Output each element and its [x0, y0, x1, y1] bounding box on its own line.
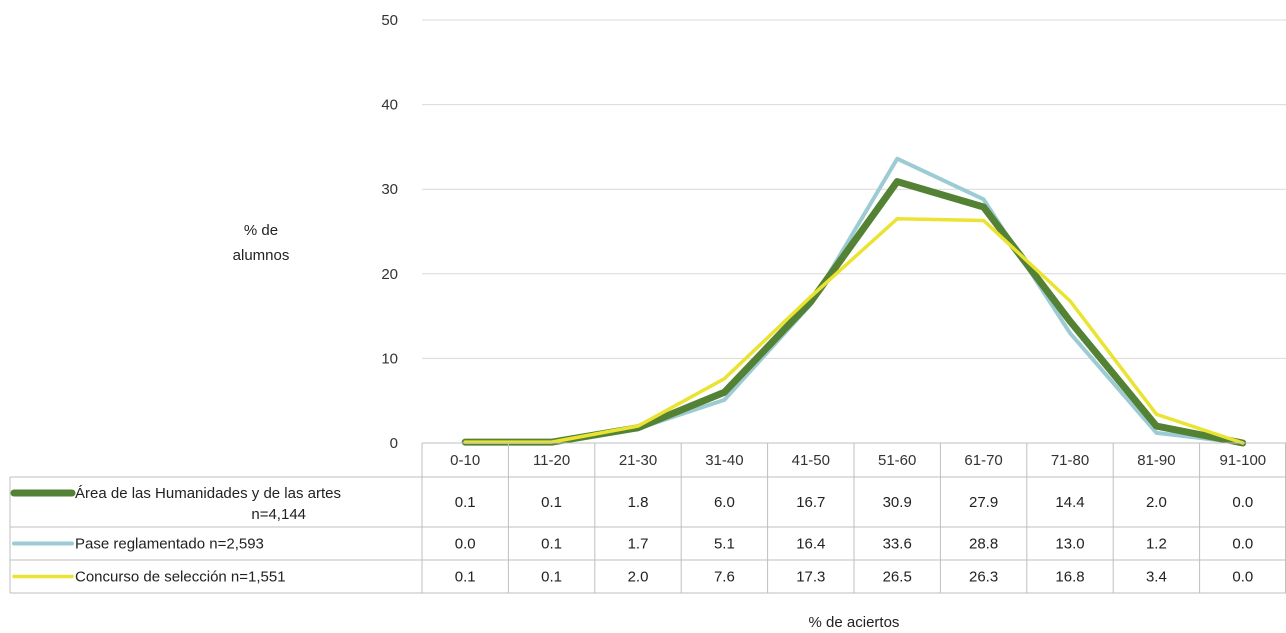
- data-label: 0.1: [541, 536, 562, 553]
- y-tick-label: 40: [381, 97, 398, 114]
- data-label: 0.1: [541, 569, 562, 586]
- series-line: [461, 178, 1247, 447]
- data-label: 0.0: [1232, 494, 1253, 511]
- legend-label: Pase reglamentado n=2,593: [75, 536, 264, 553]
- legend-label: n=4,144: [251, 506, 306, 523]
- data-label: 2.0: [1146, 494, 1167, 511]
- data-label: 1.2: [1146, 536, 1167, 553]
- data-label: 6.0: [714, 494, 735, 511]
- data-label: 0.1: [455, 494, 476, 511]
- data-label: 26.5: [883, 569, 912, 586]
- x-tick-label: 11-20: [533, 452, 570, 469]
- data-label: 3.4: [1146, 569, 1167, 586]
- series-line: [463, 156, 1245, 445]
- data-label: 0.1: [455, 569, 476, 586]
- data-label: 1.8: [628, 494, 649, 511]
- data-label: 2.0: [628, 569, 649, 586]
- x-tick-label: 81-90: [1137, 452, 1175, 469]
- y-tick-label: 20: [381, 266, 398, 283]
- data-label: 14.4: [1055, 494, 1084, 511]
- x-tick-label: 91-100: [1219, 452, 1266, 469]
- x-tick-label: 71-80: [1051, 452, 1089, 469]
- data-label: 1.7: [628, 536, 649, 553]
- data-label: 0.0: [1232, 569, 1253, 586]
- y-axis-label: alumnos: [233, 247, 290, 264]
- data-label: 13.0: [1055, 536, 1084, 553]
- data-label: 5.1: [714, 536, 735, 553]
- x-tick-label: 61-70: [964, 452, 1002, 469]
- data-label: 0.0: [455, 536, 476, 553]
- y-axis-label: % de: [244, 222, 278, 239]
- data-label: 16.4: [796, 536, 825, 553]
- x-tick-label: 41-50: [792, 452, 830, 469]
- data-label: 0.0: [1232, 536, 1253, 553]
- data-label: 16.7: [796, 494, 825, 511]
- y-tick-label: 0: [390, 435, 398, 452]
- y-tick-label: 50: [381, 12, 398, 29]
- y-tick-label: 30: [381, 181, 398, 198]
- legend-label: Área de las Humanidades y de las artes: [75, 485, 341, 502]
- y-tick-label: 10: [381, 350, 398, 367]
- data-label: 26.3: [969, 569, 998, 586]
- x-tick-label: 31-40: [705, 452, 743, 469]
- series-line: [463, 217, 1245, 445]
- x-tick-label: 21-30: [619, 452, 657, 469]
- x-axis-label: % de aciertos: [809, 614, 900, 631]
- data-label: 33.6: [883, 536, 912, 553]
- data-label: 27.9: [969, 494, 998, 511]
- x-tick-label: 51-60: [878, 452, 916, 469]
- x-tick-label: 0-10: [450, 452, 480, 469]
- data-label: 0.1: [541, 494, 562, 511]
- data-label: 28.8: [969, 536, 998, 553]
- data-label: 17.3: [796, 569, 825, 586]
- data-label: 30.9: [883, 494, 912, 511]
- data-label: 7.6: [714, 569, 735, 586]
- data-label: 16.8: [1055, 569, 1084, 586]
- legend-label: Concurso de selección n=1,551: [75, 569, 286, 586]
